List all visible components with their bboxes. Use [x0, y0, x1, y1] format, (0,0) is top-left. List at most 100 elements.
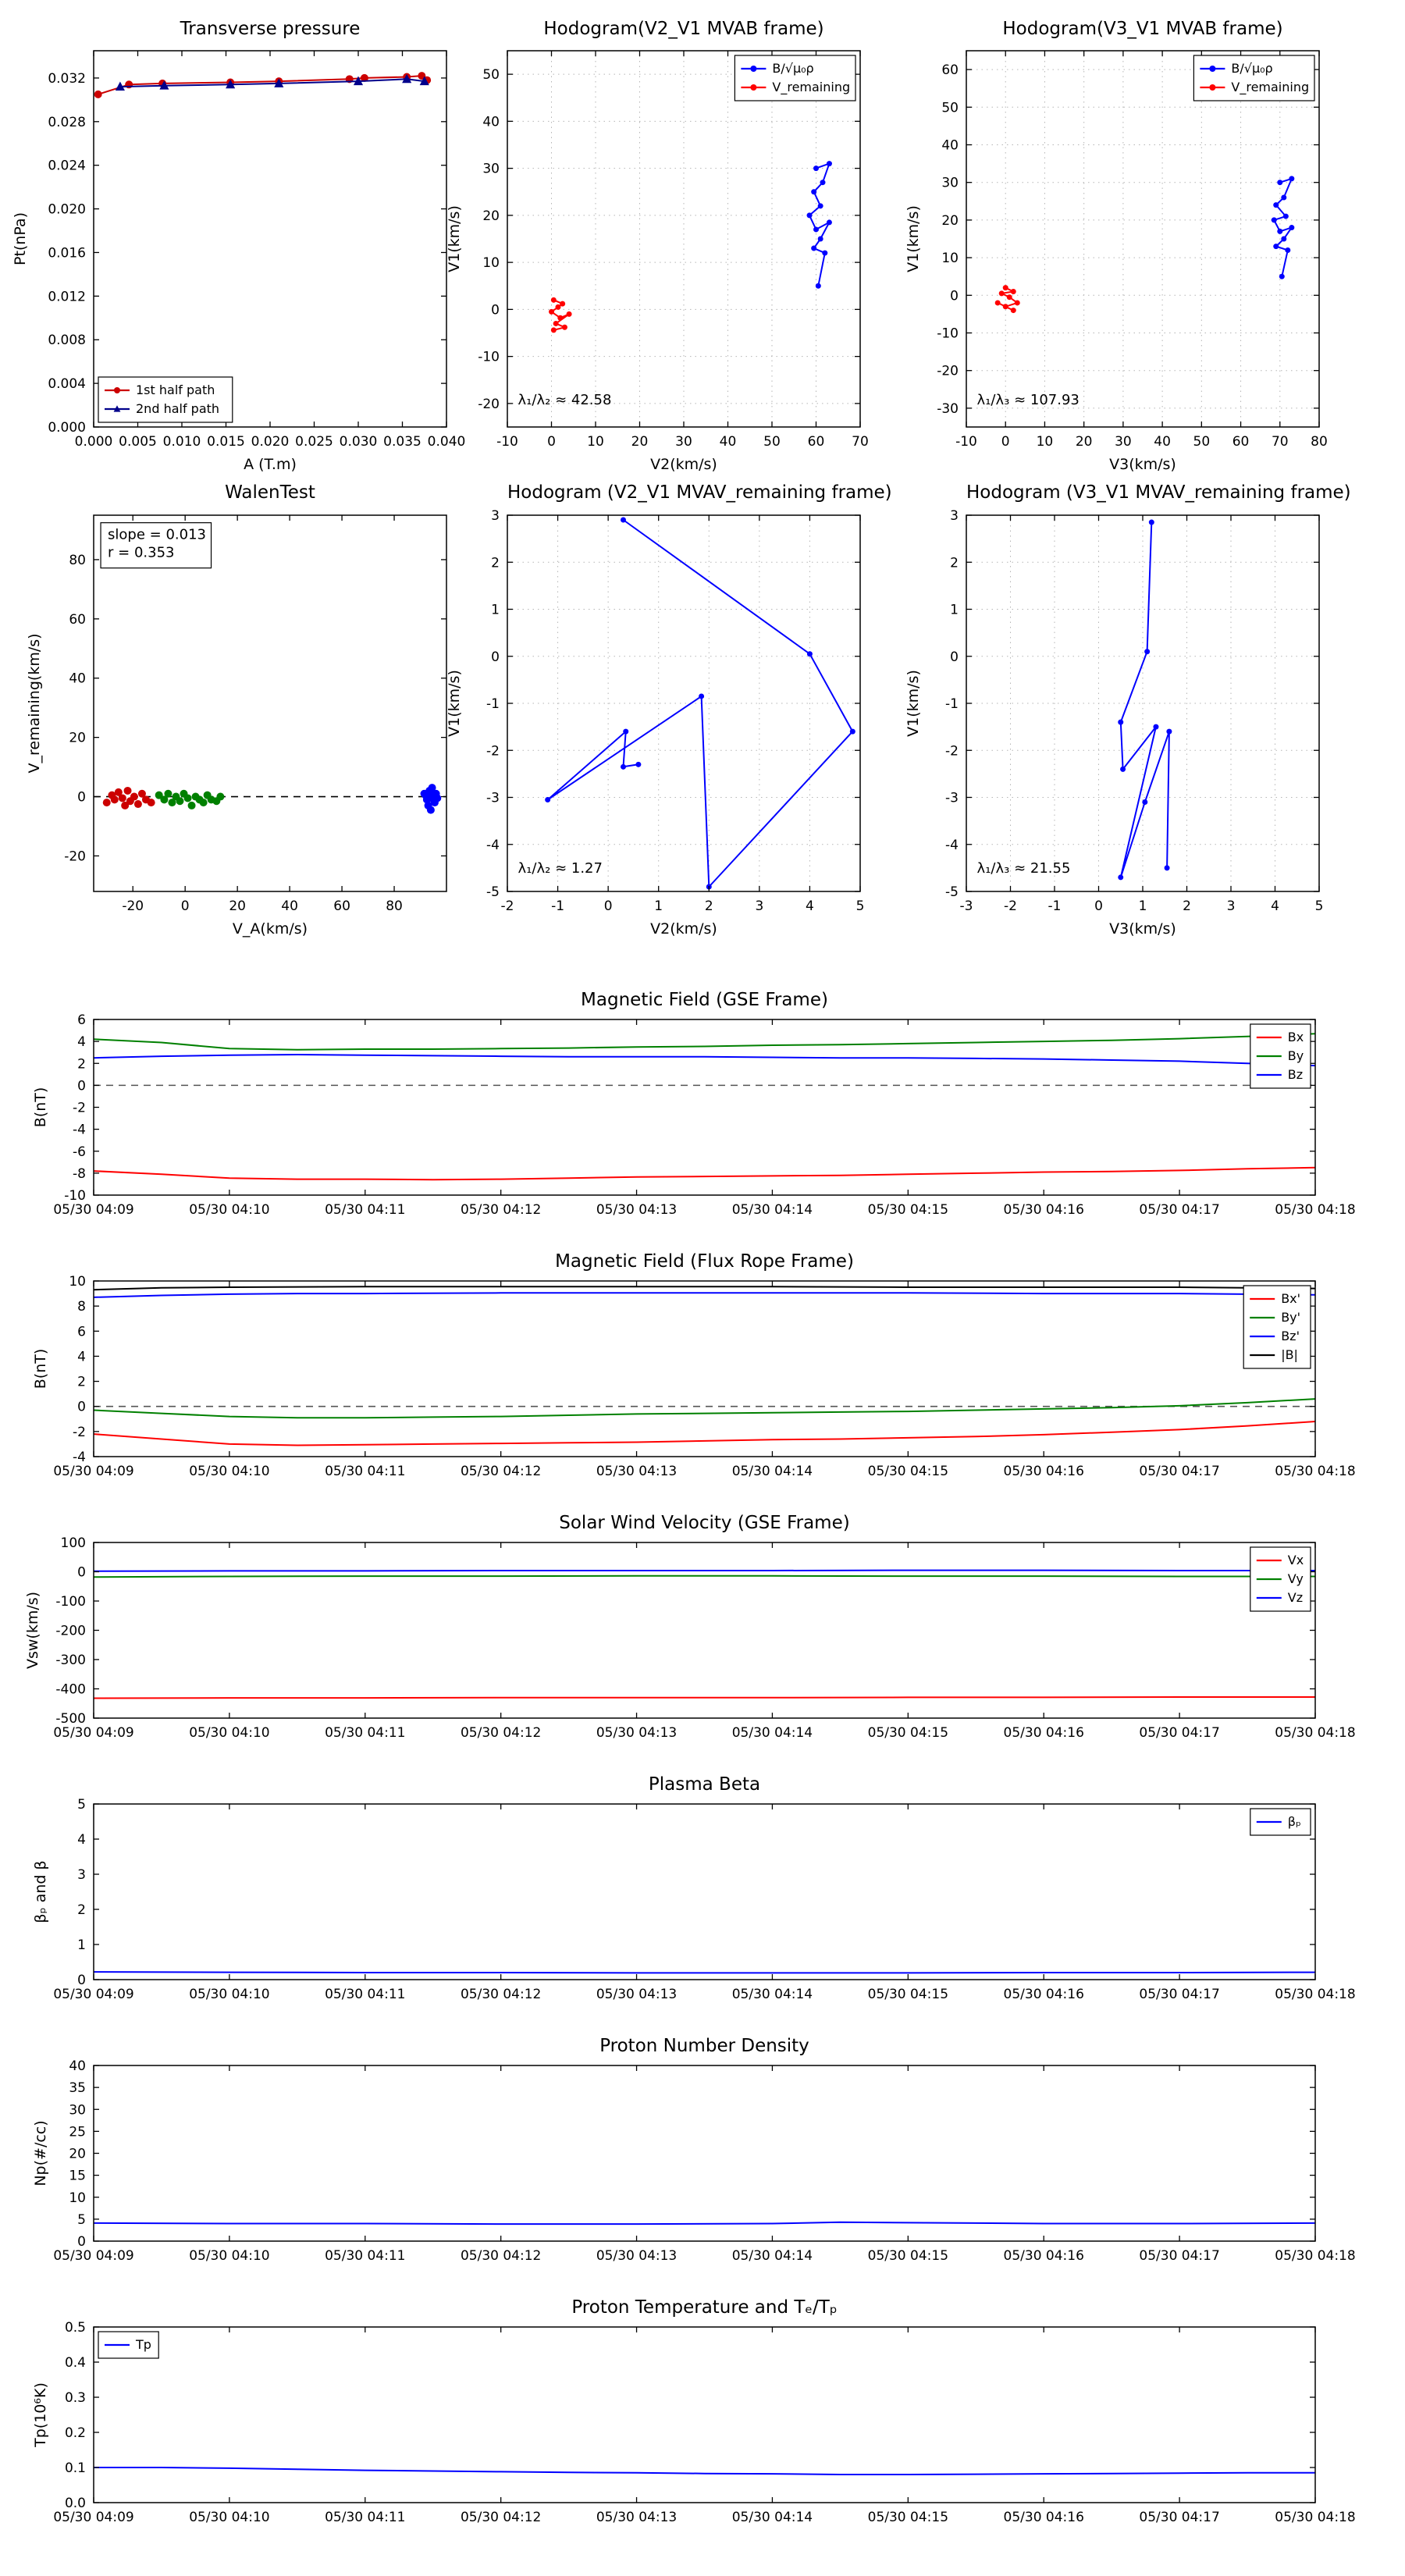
svg-text:λ₁/λ₂ ≈ 42.58: λ₁/λ₂ ≈ 42.58 — [518, 392, 612, 408]
svg-text:4: 4 — [77, 1349, 86, 1364]
svg-text:-20: -20 — [122, 898, 144, 914]
svg-text:05/30 04:13: 05/30 04:13 — [596, 1202, 677, 1218]
svg-text:05/30 04:15: 05/30 04:15 — [868, 2248, 948, 2264]
svg-text:05/30 04:17: 05/30 04:17 — [1139, 1464, 1219, 1479]
svg-text:-10: -10 — [955, 434, 977, 450]
svg-text:-5: -5 — [486, 884, 500, 900]
svg-text:0.024: 0.024 — [48, 158, 86, 174]
svg-text:λ₁/λ₃ ≈ 21.55: λ₁/λ₃ ≈ 21.55 — [977, 860, 1071, 877]
svg-text:05/30 04:16: 05/30 04:16 — [1004, 2248, 1084, 2264]
svg-text:05/30 04:17: 05/30 04:17 — [1139, 1987, 1219, 2002]
svg-text:05/30 04:13: 05/30 04:13 — [596, 1725, 677, 1741]
svg-text:60: 60 — [333, 898, 350, 914]
svg-text:30: 30 — [941, 176, 959, 191]
svg-text:05/30 04:11: 05/30 04:11 — [325, 1202, 405, 1218]
svg-text:40: 40 — [69, 2058, 86, 2074]
svg-text:0.008: 0.008 — [48, 333, 86, 348]
svg-text:60: 60 — [69, 612, 86, 628]
svg-text:20: 20 — [941, 213, 959, 229]
svg-text:Bz': Bz' — [1281, 1329, 1300, 1343]
svg-text:2: 2 — [77, 1902, 86, 1918]
svg-text:slope = 0.013: slope = 0.013 — [108, 527, 206, 543]
svg-text:0.025: 0.025 — [295, 434, 333, 450]
svg-text:05/30 04:15: 05/30 04:15 — [868, 1202, 948, 1218]
svg-text:05/30 04:13: 05/30 04:13 — [596, 2510, 677, 2525]
svg-text:0.005: 0.005 — [119, 434, 157, 450]
svg-text:0.020: 0.020 — [48, 202, 86, 218]
svg-text:80: 80 — [69, 553, 86, 568]
svg-text:-1: -1 — [486, 696, 500, 712]
svg-text:A (T.m): A (T.m) — [244, 456, 297, 473]
svg-text:70: 70 — [852, 434, 869, 450]
chart-plasma-beta: 05/30 04:09 05/30 04:10 05/30 04:11 05/30 0… — [32, 1797, 1356, 2002]
svg-text:-200: -200 — [55, 1624, 86, 1639]
svg-text:70: 70 — [1272, 434, 1289, 450]
svg-text:-2: -2 — [486, 743, 500, 759]
svg-text:20: 20 — [482, 208, 500, 224]
svg-text:0: 0 — [77, 1400, 86, 1415]
svg-text:0.3: 0.3 — [65, 2390, 86, 2406]
svg-text:05/30 04:18: 05/30 04:18 — [1275, 1725, 1355, 1741]
svg-text:05/30 04:09: 05/30 04:09 — [53, 1202, 133, 1218]
svg-text:3: 3 — [77, 1867, 86, 1883]
svg-text:2nd half path: 2nd half path — [136, 401, 219, 416]
svg-text:8: 8 — [77, 1299, 86, 1315]
svg-text:Vz: Vz — [1288, 1590, 1303, 1605]
svg-text:0: 0 — [604, 898, 613, 914]
svg-text:2: 2 — [705, 898, 713, 914]
svg-text:0.012: 0.012 — [48, 289, 86, 304]
svg-text:0.5: 0.5 — [65, 2320, 86, 2336]
svg-text:2: 2 — [77, 1375, 86, 1390]
svg-text:-10: -10 — [64, 1188, 86, 1204]
chart-magnetic-field-gse: 05/30 04:09 05/30 04:10 05/30 04:11 05/30 0… — [32, 1012, 1356, 1218]
svg-text:Np(#/cc): Np(#/cc) — [32, 2120, 49, 2186]
svg-text:05/30 04:15: 05/30 04:15 — [868, 1987, 948, 2002]
chart-title-proton-temperature: Proton Temperature and Tₑ/Tₚ — [571, 2297, 838, 2318]
svg-text:0: 0 — [181, 898, 190, 914]
svg-text:B/√μ₀ρ: B/√μ₀ρ — [772, 61, 813, 76]
svg-text:05/30 04:12: 05/30 04:12 — [461, 2510, 541, 2525]
svg-text:05/30 04:16: 05/30 04:16 — [1004, 2510, 1084, 2525]
svg-text:B(nT): B(nT) — [32, 1349, 49, 1389]
svg-text:50: 50 — [763, 434, 781, 450]
svg-text:0.010: 0.010 — [163, 434, 201, 450]
svg-text:50: 50 — [482, 67, 500, 83]
svg-text:0: 0 — [77, 1078, 86, 1094]
svg-text:|B|: |B| — [1281, 1347, 1298, 1362]
svg-text:-300: -300 — [55, 1653, 86, 1668]
svg-text:3: 3 — [950, 508, 959, 524]
svg-text:05/30 04:16: 05/30 04:16 — [1004, 1987, 1084, 2002]
svg-text:-4: -4 — [486, 838, 500, 853]
svg-text:40: 40 — [482, 114, 500, 130]
svg-text:2: 2 — [77, 1056, 86, 1072]
svg-text:05/30 04:10: 05/30 04:10 — [189, 2248, 269, 2264]
svg-text:40: 40 — [941, 138, 959, 154]
svg-text:-2: -2 — [945, 743, 959, 759]
svg-text:0.000: 0.000 — [75, 434, 113, 450]
svg-text:05/30 04:17: 05/30 04:17 — [1139, 1202, 1219, 1218]
svg-text:05/30 04:11: 05/30 04:11 — [325, 1725, 405, 1741]
svg-text:-2: -2 — [73, 1425, 86, 1440]
svg-text:05/30 04:09: 05/30 04:09 — [53, 1987, 133, 2002]
svg-text:0: 0 — [491, 649, 500, 665]
chart-title-magnetic-field-gse: Magnetic Field (GSE Frame) — [581, 990, 828, 1010]
chart-transverse-pressure: 0.000 0.005 0.010 0.015 0.020 0.025 0.030 0.035… — [12, 50, 465, 473]
svg-text:0: 0 — [950, 649, 959, 665]
svg-text:βₚ and β: βₚ and β — [32, 1860, 49, 1923]
svg-text:V_remaining(km/s): V_remaining(km/s) — [26, 633, 43, 773]
svg-text:4: 4 — [806, 898, 814, 914]
svg-text:40: 40 — [281, 898, 298, 914]
svg-text:V2(km/s): V2(km/s) — [650, 920, 717, 938]
svg-text:10: 10 — [1037, 434, 1054, 450]
svg-text:λ₁/λ₂ ≈ 1.27: λ₁/λ₂ ≈ 1.27 — [518, 860, 603, 877]
svg-text:05/30 04:13: 05/30 04:13 — [596, 1987, 677, 2002]
svg-text:-2: -2 — [73, 1101, 86, 1116]
svg-text:40: 40 — [720, 434, 737, 450]
svg-text:05/30 04:14: 05/30 04:14 — [732, 1202, 813, 1218]
chart-solar-wind-velocity: 05/30 04:09 05/30 04:10 05/30 04:11 05/30 0… — [24, 1535, 1356, 1741]
svg-text:Vy: Vy — [1288, 1571, 1304, 1586]
chart-title-proton-number-density: Proton Number Density — [599, 2036, 809, 2056]
svg-text:-5: -5 — [945, 884, 959, 900]
svg-text:-30: -30 — [937, 401, 959, 417]
svg-text:15: 15 — [69, 2169, 86, 2184]
